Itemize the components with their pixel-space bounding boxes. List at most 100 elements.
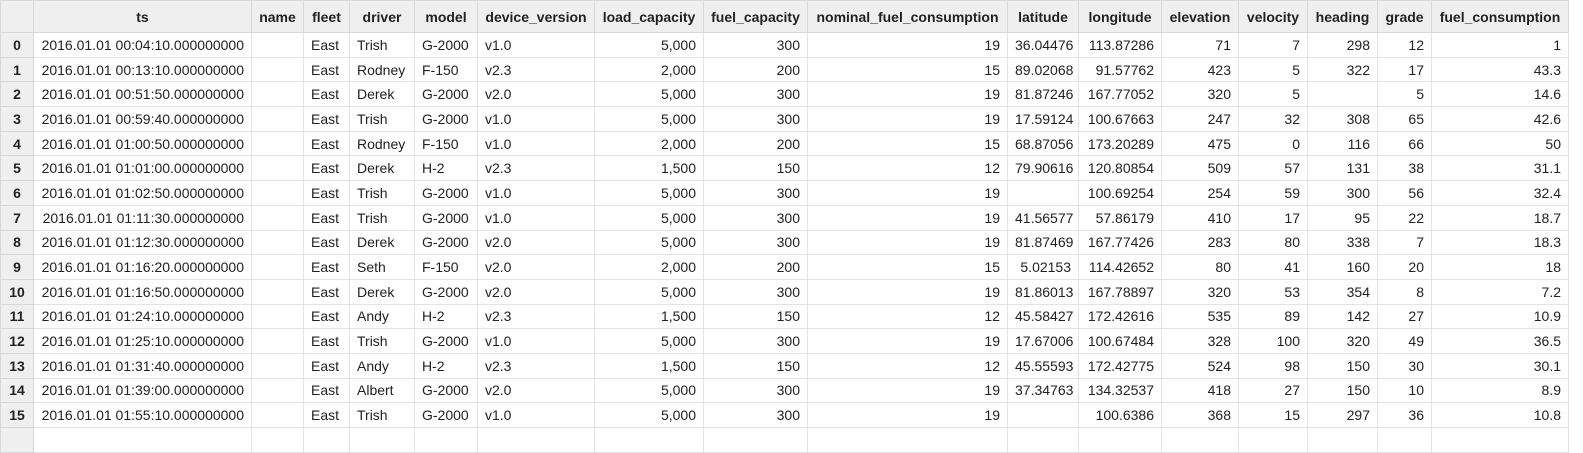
table-cell: 5	[1238, 81, 1308, 108]
table-cell: 19	[807, 229, 1008, 256]
column-header: velocity	[1238, 0, 1308, 33]
table-cell: 2,000	[594, 254, 704, 280]
table-cell: 2016.01.01 00:13:10.000000000	[33, 56, 252, 83]
table-cell	[251, 328, 304, 354]
table-cell: F-150	[414, 254, 478, 280]
table-cell: G-2000	[414, 377, 478, 404]
row-index: 2	[0, 81, 34, 108]
table-cell: 300	[703, 278, 808, 305]
table-cell: 535	[1161, 303, 1239, 330]
table-cell: v1.0	[477, 402, 595, 428]
table-cell: 5,000	[594, 180, 704, 206]
table-cell	[251, 130, 304, 157]
table-cell: 173.20289	[1078, 130, 1162, 157]
table-cell: 7	[1238, 32, 1308, 58]
table-cell	[251, 204, 304, 231]
table-cell: 71	[1161, 32, 1239, 58]
row-index: 8	[0, 229, 34, 256]
table-cell: 31.1	[1431, 155, 1569, 182]
table-cell	[251, 303, 304, 330]
table-cell: 100.67663	[1078, 106, 1162, 132]
row-index: 11	[0, 303, 34, 330]
table-row: 0 2016.01.01 00:04:10.000000000 East Trish G…	[0, 32, 1569, 58]
table-cell: 254	[1161, 180, 1239, 206]
table-cell: East	[303, 81, 350, 108]
table-cell: 475	[1161, 130, 1239, 157]
column-header: device_version	[477, 0, 595, 33]
table-cell: 418	[1161, 377, 1239, 404]
table-cell: 172.42616	[1078, 303, 1162, 330]
table-cell: 66	[1377, 130, 1432, 157]
table-cell: v2.0	[477, 254, 595, 280]
table-cell: H-2	[414, 303, 478, 330]
table-cell: 2,000	[594, 130, 704, 157]
table-cell: Trish	[349, 204, 415, 231]
table-cell	[1307, 427, 1378, 453]
table-cell: East	[303, 229, 350, 256]
table-cell: v2.3	[477, 303, 595, 330]
table-cell: Trish	[349, 106, 415, 132]
column-header: fuel_consumption	[1431, 0, 1569, 33]
table-cell: Andy	[349, 303, 415, 330]
table-cell: 120.80854	[1078, 155, 1162, 182]
row-index: 4	[0, 130, 34, 157]
table-row: 6 2016.01.01 01:02:50.000000000 East Trish G…	[0, 180, 1569, 206]
header-row: ts name fleet driver model device_version load…	[0, 0, 1569, 33]
table-cell	[251, 427, 304, 453]
table-cell: 100.69254	[1078, 180, 1162, 206]
table-row: 7 2016.01.01 01:11:30.000000000 East Trish G…	[0, 204, 1569, 231]
table-cell: 81.87246	[1007, 81, 1079, 108]
table-cell	[251, 229, 304, 256]
table-cell: 2016.01.01 01:16:20.000000000	[33, 254, 252, 280]
table-row: 2 2016.01.01 00:51:50.000000000 East Derek G…	[0, 81, 1569, 108]
table-cell: Derek	[349, 81, 415, 108]
table-cell: 19	[807, 81, 1008, 108]
table-cell: Trish	[349, 402, 415, 428]
table-cell: 160	[1307, 254, 1378, 280]
table-cell: 2016.01.01 01:25:10.000000000	[33, 328, 252, 354]
table-cell: 41	[1238, 254, 1308, 280]
table-cell: East	[303, 204, 350, 231]
table-cell: 80	[1238, 229, 1308, 256]
table-cell: 50	[1431, 130, 1569, 157]
table-cell: H-2	[414, 155, 478, 182]
table-cell: 36.04476	[1007, 32, 1079, 58]
table-cell: v1.0	[477, 130, 595, 157]
table-cell: G-2000	[414, 106, 478, 132]
table-cell	[1007, 402, 1079, 428]
row-index: 6	[0, 180, 34, 206]
table-cell: East	[303, 377, 350, 404]
table-cell: 150	[1307, 352, 1378, 379]
table-cell: 10	[1377, 377, 1432, 404]
table-cell: 12	[807, 155, 1008, 182]
table-cell: 300	[703, 81, 808, 108]
table-cell: F-150	[414, 130, 478, 157]
table-cell: Albert	[349, 377, 415, 404]
table-cell: 5	[1377, 81, 1432, 108]
table-cell: East	[303, 328, 350, 354]
table-cell: Trish	[349, 32, 415, 58]
table-cell: v2.0	[477, 377, 595, 404]
table-cell: 1,500	[594, 352, 704, 379]
table-cell: 19	[807, 180, 1008, 206]
table-cell: 19	[807, 377, 1008, 404]
table-cell: 12	[807, 303, 1008, 330]
table-cell: East	[303, 56, 350, 83]
table-cell: 49	[1377, 328, 1432, 354]
table-cell: 200	[703, 130, 808, 157]
table-cell	[1377, 427, 1432, 453]
table-cell: 300	[703, 328, 808, 354]
table-cell: Seth	[349, 254, 415, 280]
table-cell	[1431, 427, 1569, 453]
table-cell	[33, 427, 252, 453]
table-cell: 167.77052	[1078, 81, 1162, 108]
table-row: 8 2016.01.01 01:12:30.000000000 East Derek G…	[0, 229, 1569, 256]
table-cell: 368	[1161, 402, 1239, 428]
table-cell: 2016.01.01 01:01:00.000000000	[33, 155, 252, 182]
table-cell: 200	[703, 254, 808, 280]
table-cell: 297	[1307, 402, 1378, 428]
table-cell: 15	[807, 56, 1008, 83]
table-cell	[414, 427, 478, 453]
table-cell: Rodney	[349, 56, 415, 83]
table-cell: 15	[1238, 402, 1308, 428]
